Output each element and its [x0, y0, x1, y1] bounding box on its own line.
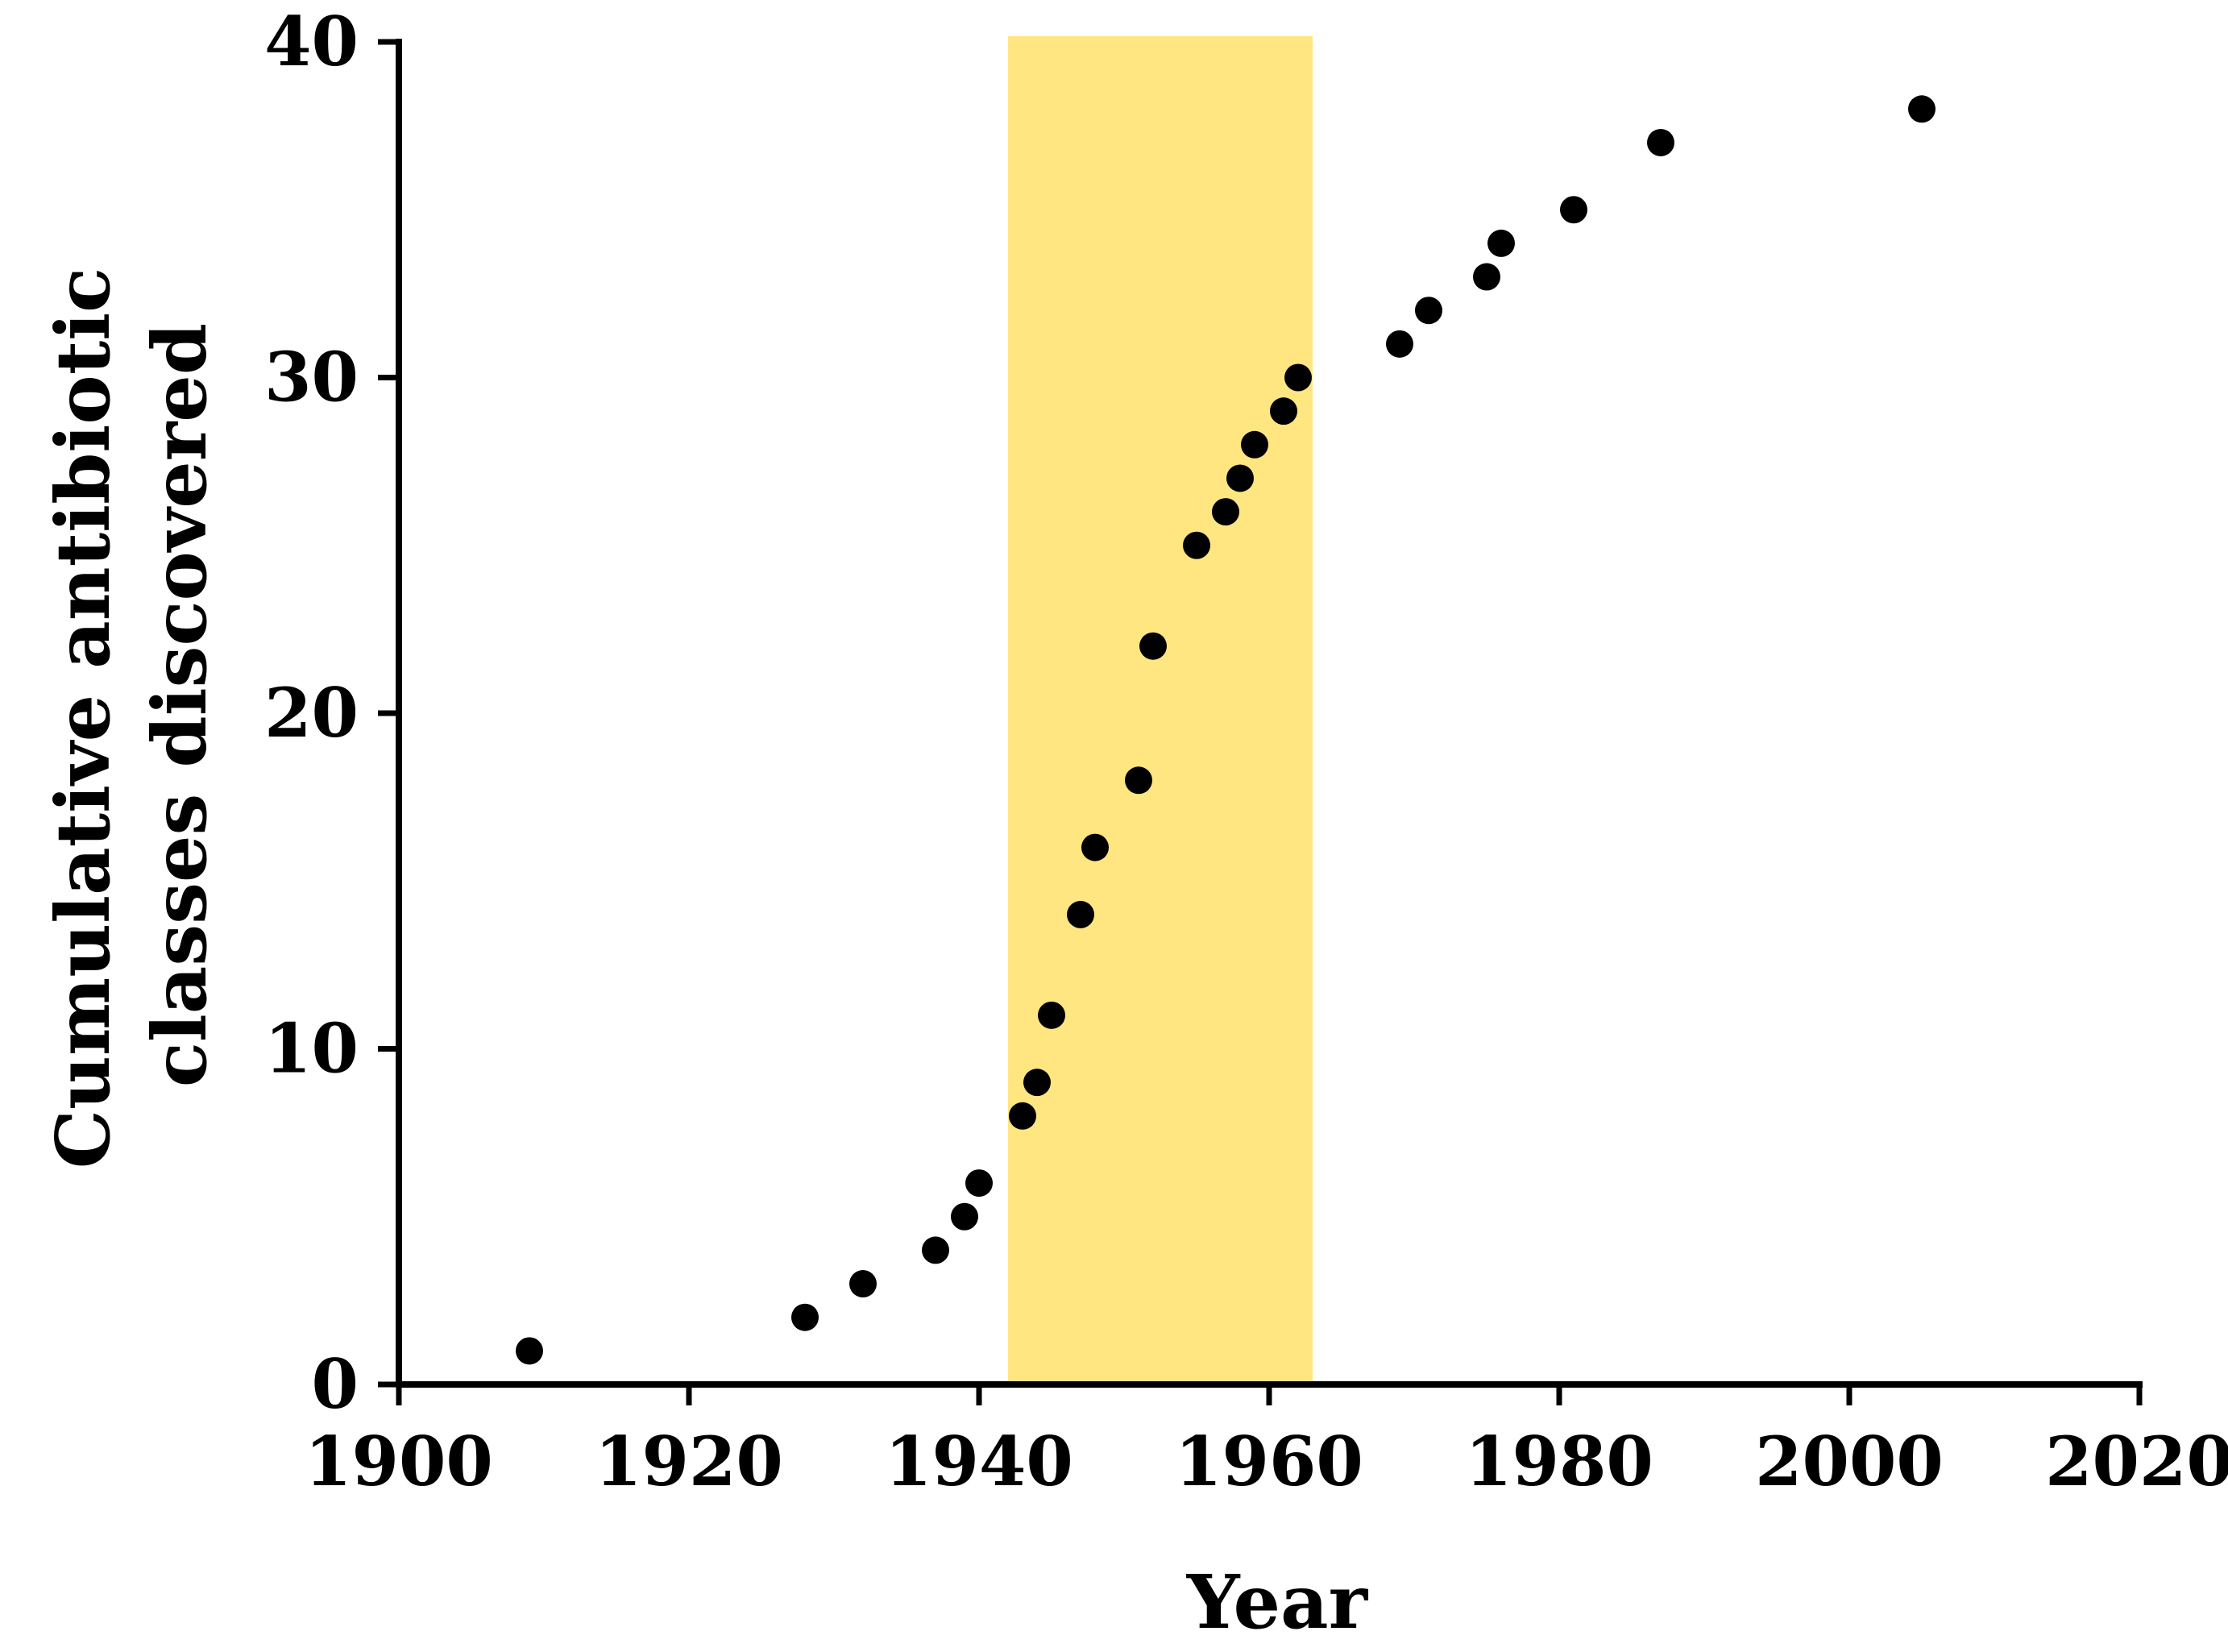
- y-tick-label: 0: [312, 1344, 359, 1424]
- x-tick-label: 1980: [1465, 1422, 1653, 1501]
- data-point: [1226, 464, 1254, 492]
- x-axis-title: Year: [1186, 1559, 1369, 1646]
- y-axis-title: Cumulative antibiotic classes discovered: [39, 242, 223, 1168]
- data-point: [951, 1202, 978, 1231]
- data-point: [1139, 632, 1167, 660]
- data-point: [1560, 196, 1587, 224]
- data-point: [1023, 1069, 1051, 1097]
- data-point: [1125, 766, 1152, 795]
- data-point: [1284, 363, 1312, 392]
- data-point: [1647, 128, 1674, 156]
- highlight-band-layer: [1008, 36, 1313, 1384]
- data-point: [1038, 1001, 1065, 1029]
- data-point: [1270, 397, 1297, 425]
- data-points: [516, 95, 1935, 1365]
- x-tick-label: 2000: [1755, 1422, 1944, 1501]
- data-point: [1386, 330, 1413, 358]
- data-point: [1009, 1102, 1036, 1130]
- data-point: [1415, 297, 1442, 325]
- x-tick-label: 1960: [1175, 1422, 1363, 1501]
- x-tick-label: 1920: [595, 1422, 783, 1501]
- y-tick-label: 40: [264, 2, 359, 81]
- data-point: [922, 1236, 949, 1264]
- x-tick-label: 1900: [305, 1422, 493, 1501]
- x-tick-label: 1940: [885, 1422, 1073, 1501]
- data-point: [1183, 531, 1210, 559]
- data-point: [1241, 430, 1268, 459]
- highlight-band: [1008, 36, 1313, 1384]
- data-point: [849, 1270, 877, 1298]
- y-tick-label: 10: [264, 1009, 359, 1089]
- data-point: [1473, 263, 1500, 291]
- data-point: [1081, 833, 1109, 861]
- x-tick-label: 2020: [2045, 1422, 2228, 1501]
- data-point: [1487, 229, 1515, 257]
- y-axis-title-line-2: classes discovered: [136, 323, 223, 1087]
- data-point: [791, 1303, 819, 1331]
- y-tick-label: 20: [264, 673, 359, 753]
- y-tick-label: 30: [264, 338, 359, 417]
- data-point: [1212, 498, 1239, 526]
- data-point: [1908, 95, 1935, 123]
- data-point: [516, 1337, 543, 1365]
- y-axis-title-line-1: Cumulative antibiotic: [39, 268, 127, 1168]
- ticks: 1900 1920 1940 1960 1980 2000 2020 0 10 20 30 40: [264, 2, 2228, 1501]
- data-point: [1067, 900, 1094, 928]
- data-point: [965, 1169, 993, 1197]
